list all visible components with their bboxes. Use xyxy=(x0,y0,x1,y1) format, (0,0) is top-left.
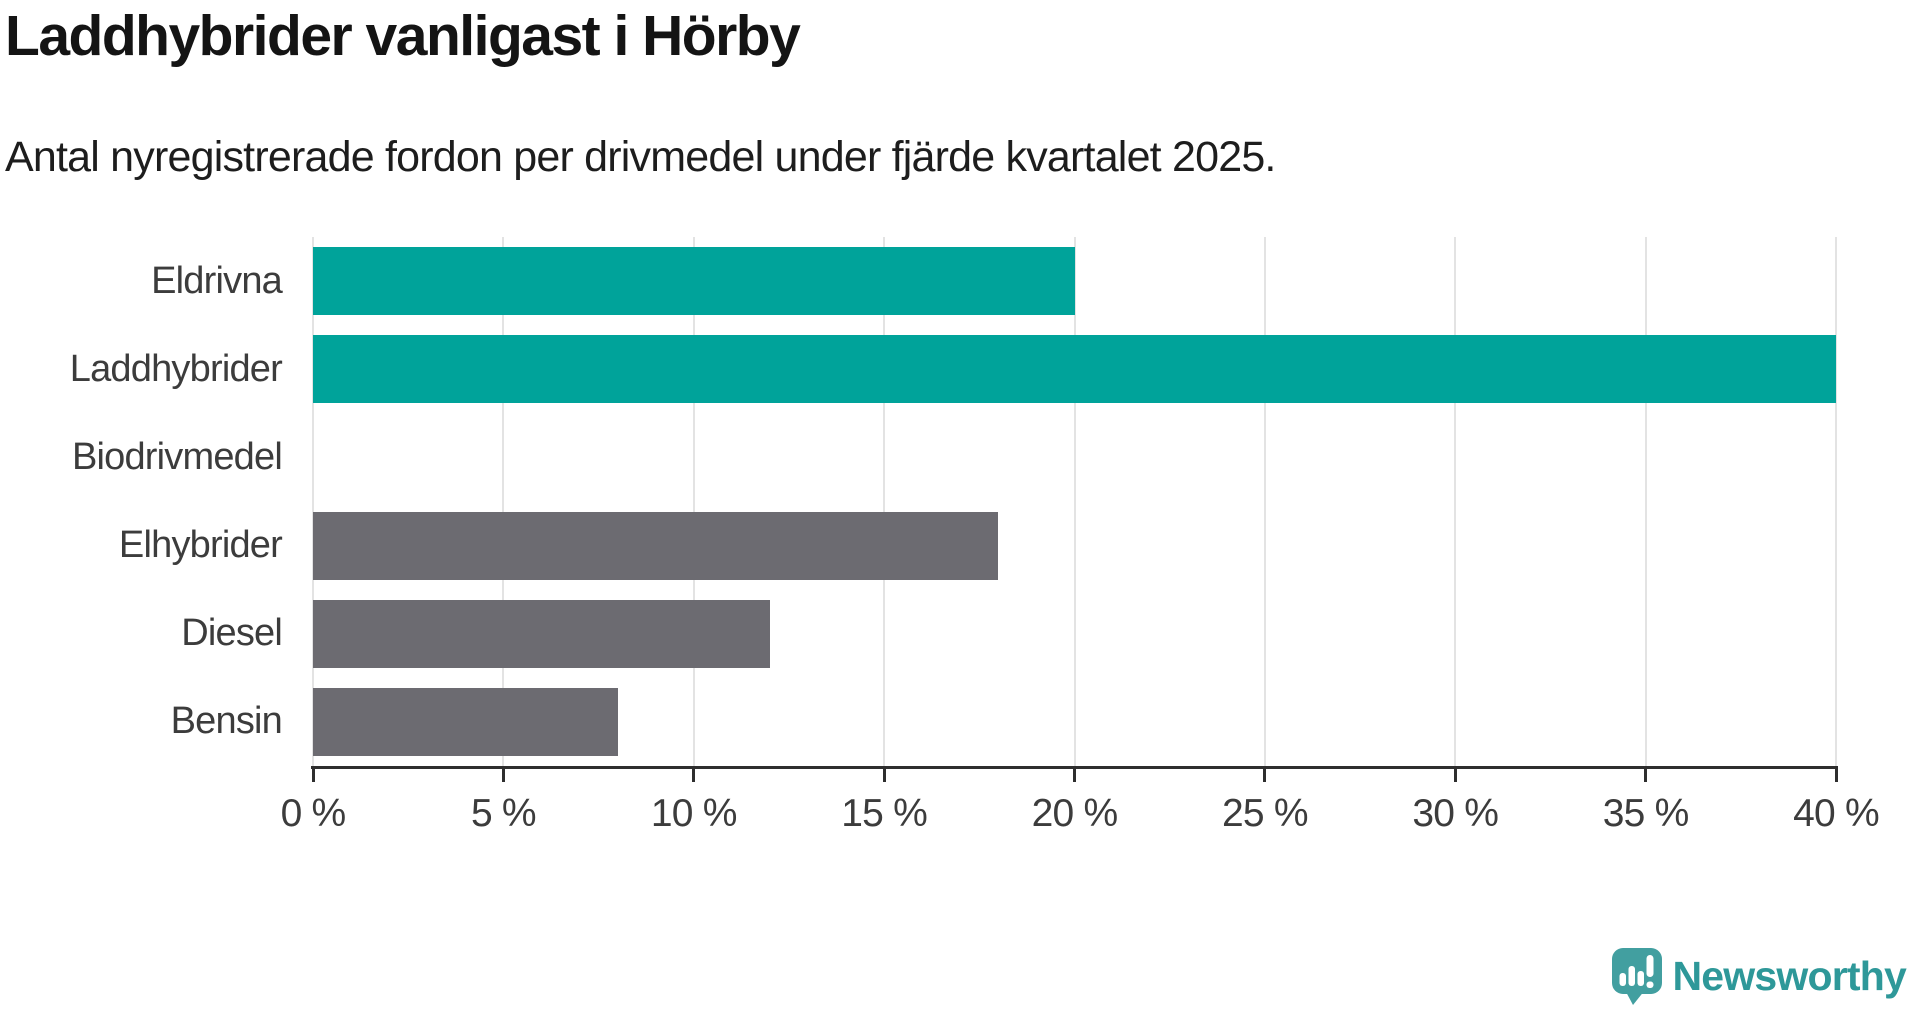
gridline-30 xyxy=(1454,237,1457,766)
x-axis-tick-label-15: 15 % xyxy=(841,792,928,835)
bar-row-elhybrider xyxy=(313,502,1836,590)
chart-subtitle: Antal nyregistrerade fordon per drivmede… xyxy=(5,133,1276,181)
x-axis-tick-label-10: 10 % xyxy=(650,792,738,835)
category-label-laddhybrider: Laddhybrider xyxy=(69,347,283,390)
gridline-25 xyxy=(1263,237,1266,766)
x-axis-tick-label-35: 35 % xyxy=(1602,792,1690,835)
newsworthy-icon xyxy=(1611,948,1662,1005)
bar-elhybrider xyxy=(313,511,999,580)
category-labels: Eldrivna Laddhybrider Biodrivmedel Elhybrid… xyxy=(0,237,283,766)
x-axis-tick-15 xyxy=(882,766,886,782)
x-axis-tick-label-30: 30 % xyxy=(1412,792,1499,835)
gridline-20 xyxy=(1073,237,1076,766)
plot-area xyxy=(312,237,1837,766)
x-axis-tick-10 xyxy=(692,766,696,782)
gridline-5 xyxy=(502,237,505,766)
bar-eldrivna xyxy=(313,247,1075,316)
gridline-35 xyxy=(1644,237,1647,766)
category-label-elhybrider: Elhybrider xyxy=(118,524,283,567)
gridline-0 xyxy=(312,237,314,766)
bar-row-biodrivmedel xyxy=(313,413,1836,501)
bar-row-laddhybrider xyxy=(313,325,1836,413)
x-axis-tick-20 xyxy=(1073,766,1076,782)
bar-bensin xyxy=(313,687,618,756)
gridline-10 xyxy=(692,237,695,766)
x-axis-tick-0 xyxy=(311,766,315,782)
gridline-40 xyxy=(1835,237,1837,766)
x-axis-tick-30 xyxy=(1453,766,1457,782)
bar-row-diesel xyxy=(313,590,1836,678)
x-axis-tick-label-20: 20 % xyxy=(1031,792,1119,835)
newsworthy-logo: Newsworthy xyxy=(1611,948,1907,1005)
category-label-diesel: Diesel xyxy=(181,612,283,655)
category-label-eldrivna: Eldrivna xyxy=(151,259,283,302)
x-axis-tick-label-5: 5 % xyxy=(470,792,537,835)
x-axis-tick-25 xyxy=(1263,766,1267,782)
x-axis-tick-label-40: 40 % xyxy=(1793,792,1880,835)
x-axis-tick-40 xyxy=(1834,766,1838,782)
chart-title: Laddhybrider vanligast i Hörby xyxy=(5,4,801,68)
x-axis-tick-label-0: 0 % xyxy=(280,792,347,835)
category-label-biodrivmedel: Biodrivmedel xyxy=(71,435,283,478)
category-label-bensin: Bensin xyxy=(170,700,283,743)
gridline-15 xyxy=(883,237,886,766)
bar-laddhybrider xyxy=(313,335,1836,404)
bar-row-eldrivna xyxy=(313,237,1836,325)
bar-diesel xyxy=(313,599,770,668)
bar-row-bensin xyxy=(313,678,1836,766)
x-axis-tick-label-25: 25 % xyxy=(1222,792,1309,835)
x-axis-tick-5 xyxy=(501,766,505,782)
newsworthy-wordmark: Newsworthy xyxy=(1672,953,1907,999)
x-axis-tick-35 xyxy=(1644,766,1648,782)
